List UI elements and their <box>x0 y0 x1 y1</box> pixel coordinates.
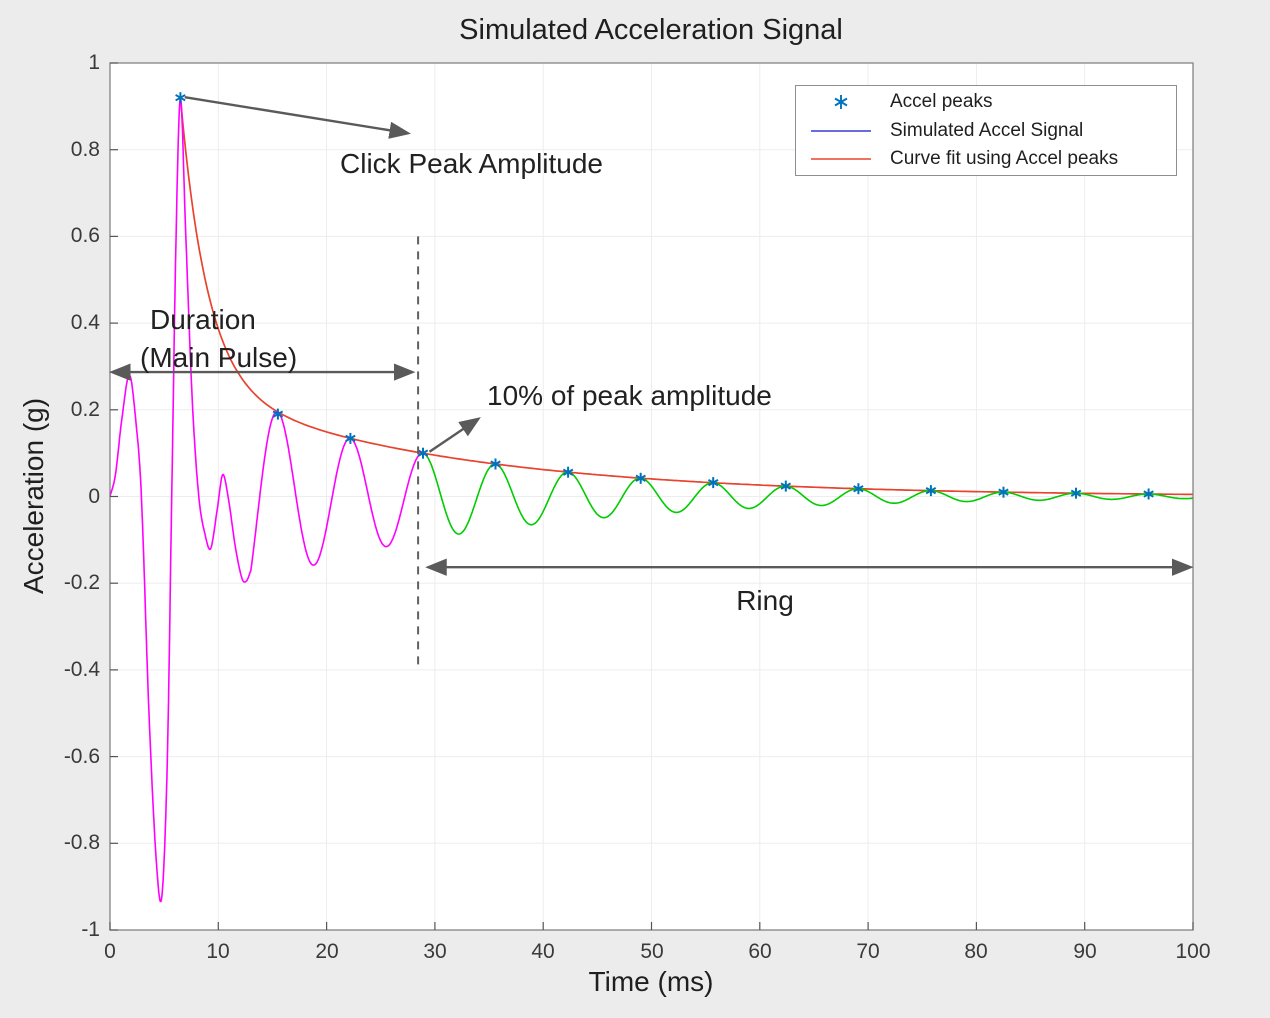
y-tick-label: -0.4 <box>63 658 100 681</box>
y-tick-label: 0.2 <box>70 398 100 421</box>
legend-label-simulated-signal: Simulated Accel Signal <box>890 119 1084 141</box>
axis-tick-marks <box>109 62 1194 931</box>
legend-label-curve-fit: Curve fit using Accel peaks <box>890 147 1119 169</box>
signal-main-pulse <box>109 97 424 903</box>
annotation-duration-line2: (Main Pulse) <box>140 342 298 373</box>
annotation-duration-line1: Duration <box>150 304 256 335</box>
x-tick-label: 100 <box>1175 940 1211 963</box>
annotation-ring: Ring <box>736 585 794 616</box>
x-tick-label: 80 <box>964 940 988 963</box>
y-tick-label: -0.6 <box>63 745 100 768</box>
asterisk-marker-icon <box>834 95 848 110</box>
y-tick-label: 0.4 <box>70 311 100 334</box>
legend-item-curve-fit: Curve fit using Accel peaks <box>806 145 1176 173</box>
legend-item-accel-peaks: Accel peaks <box>806 88 1176 116</box>
annotation-ten-percent-of-peak: 10% of peak amplitude <box>487 380 772 411</box>
x-tick-label: 0 <box>104 940 116 963</box>
y-tick-label: 0.8 <box>70 138 100 161</box>
y-tick-label: 0 <box>88 485 100 508</box>
y-tick-label: -1 <box>81 918 100 941</box>
signal-ring <box>422 452 1193 535</box>
y-tick-label: -0.2 <box>63 571 100 594</box>
x-tick-label: 90 <box>1073 940 1097 963</box>
x-tick-label: 10 <box>206 940 230 963</box>
line-sample-icon <box>811 129 871 132</box>
x-tick-label: 20 <box>315 940 339 963</box>
line-sample-icon <box>811 157 871 160</box>
accel-peak-markers <box>175 92 1154 500</box>
y-tick-label: 0.6 <box>70 224 100 247</box>
legend-label-accel-peaks: Accel peaks <box>890 91 993 113</box>
x-tick-label: 40 <box>531 940 555 963</box>
x-tick-label: 70 <box>856 940 880 963</box>
x-tick-label: 60 <box>748 940 772 963</box>
y-tick-label: -0.8 <box>63 831 100 854</box>
y-tick-label: 1 <box>88 51 100 74</box>
legend: Accel peaks Simulated Accel Signal Curve… <box>795 85 1177 176</box>
x-axis-label: Time (ms) <box>588 966 714 997</box>
x-tick-label: 30 <box>423 940 447 963</box>
annotation-arrow-ten-percent-of-peak <box>428 417 481 453</box>
x-tick-label: 50 <box>640 940 664 963</box>
annotation-arrow-click-peak-amplitude <box>184 96 411 139</box>
annotation-click-peak-amplitude: Click Peak Amplitude <box>340 148 604 179</box>
legend-item-simulated-signal: Simulated Accel Signal <box>806 117 1176 145</box>
chart-title: Simulated Acceleration Signal <box>459 14 843 46</box>
